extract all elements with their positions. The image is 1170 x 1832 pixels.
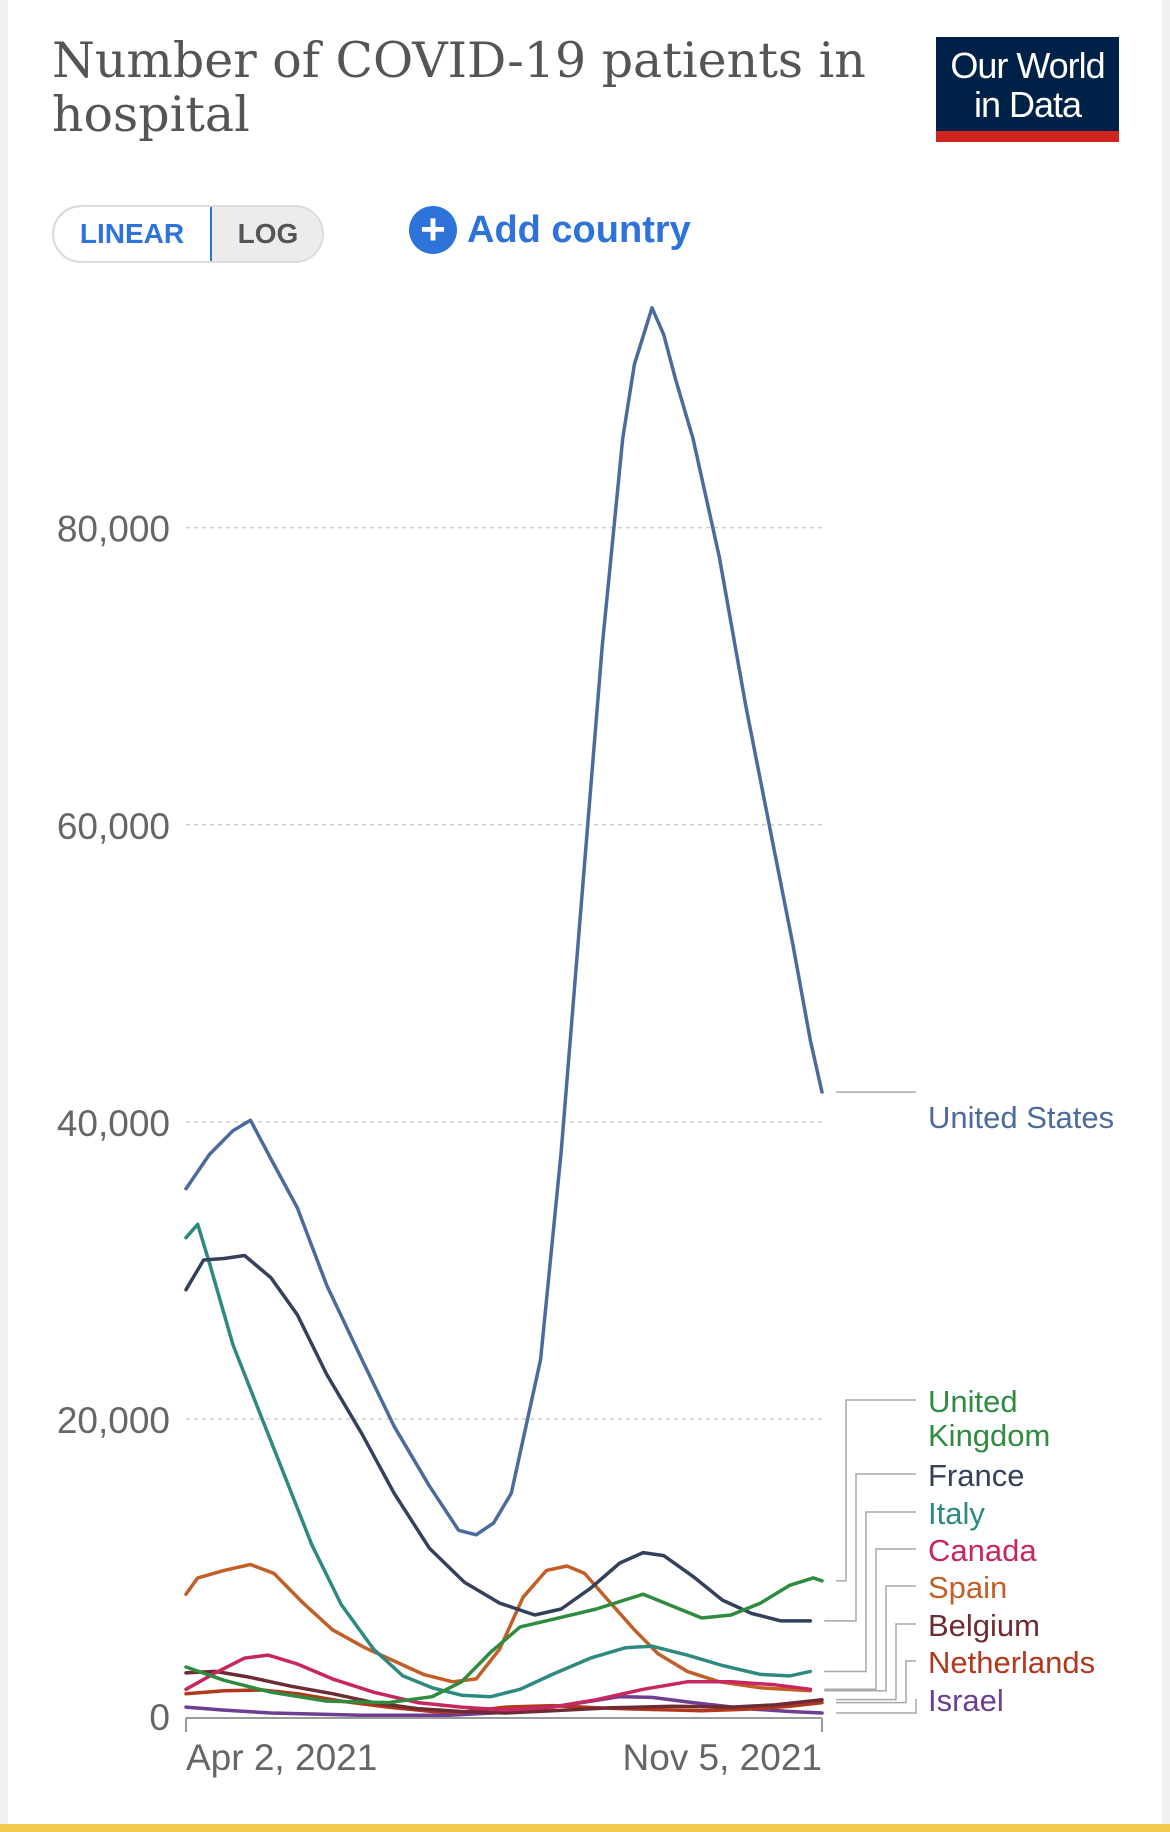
y-tick-label: 0 <box>149 1697 170 1738</box>
right-frame-border <box>1162 0 1170 1832</box>
legend-label: Netherlands <box>928 1645 1095 1680</box>
left-frame-border <box>0 0 8 1832</box>
logo-underline <box>936 131 1119 142</box>
legend-label: Italy <box>928 1496 985 1531</box>
series-line <box>184 1669 824 1715</box>
plus-circle-icon: + <box>409 206 457 254</box>
y-tick-label: 60,000 <box>57 806 170 847</box>
y-tick-label: 80,000 <box>57 509 170 550</box>
legend-label: Belgium <box>928 1608 1040 1643</box>
legend-leader-line <box>824 1511 916 1673</box>
linear-scale-button[interactable]: LINEAR <box>54 207 212 261</box>
x-tick-label: Nov 5, 2021 <box>622 1737 822 1778</box>
legend-label: France <box>928 1458 1024 1493</box>
series-line <box>184 1222 813 1699</box>
scale-toggle: LINEAR LOG <box>52 205 324 263</box>
legend-label: United States <box>928 1100 1114 1135</box>
legend-leader-line <box>836 1623 916 1701</box>
legend-label: Spain <box>928 1570 1007 1605</box>
add-country-button[interactable]: + Add country <box>409 204 691 256</box>
bottom-accent-bar <box>0 1824 1170 1832</box>
legend-label: Israel <box>928 1683 1004 1718</box>
add-country-label: Add country <box>467 208 691 251</box>
series-line <box>184 1653 813 1712</box>
series-line <box>184 1576 824 1705</box>
series-line <box>184 306 824 1537</box>
legend-label: Kingdom <box>928 1418 1050 1453</box>
legend-leader-line <box>836 1699 917 1714</box>
legend-leader-line <box>836 1660 916 1704</box>
series-line <box>184 1562 813 1693</box>
legend-leader-line <box>836 1399 916 1582</box>
legend-leader-line <box>824 1473 916 1622</box>
y-tick-label: 20,000 <box>57 1400 170 1441</box>
log-scale-button[interactable]: LOG <box>237 218 299 249</box>
legend-leader-line <box>824 1548 916 1691</box>
chart-title: Number of COVID-19 patients in hospital <box>52 32 866 143</box>
logo-line-1: Our World <box>950 45 1105 86</box>
series-line <box>184 1253 813 1623</box>
legend-leader-line <box>824 1585 916 1692</box>
owid-logo[interactable]: Our World in Data <box>936 37 1119 142</box>
legend-label: United <box>928 1384 1018 1419</box>
legend-label: Canada <box>928 1533 1037 1568</box>
y-tick-label: 40,000 <box>57 1103 170 1144</box>
logo-line-2: in Data <box>973 84 1082 125</box>
x-tick-label: Apr 2, 2021 <box>186 1737 377 1778</box>
